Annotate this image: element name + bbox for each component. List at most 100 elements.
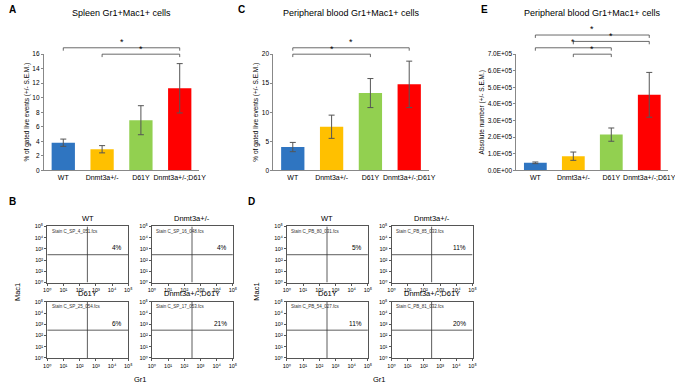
svg-text:10⁴: 10⁴ — [35, 310, 44, 316]
svg-text:10⁰: 10⁰ — [35, 279, 44, 285]
svg-text:10²: 10² — [379, 257, 387, 263]
svg-text:5: 5 — [265, 138, 269, 145]
svg-text:5%: 5% — [352, 244, 362, 251]
svg-text:E: E — [481, 4, 488, 15]
svg-text:10⁴: 10⁴ — [139, 235, 148, 241]
svg-text:Dnmt3a+/-: Dnmt3a+/- — [414, 214, 450, 223]
svg-text:% of gated live events (+/- S.: % of gated live events (+/- S.E.M.) — [252, 63, 260, 162]
svg-text:WT: WT — [58, 174, 70, 181]
svg-text:Stain C_SP_16_048.fcs: Stain C_SP_16_048.fcs — [156, 229, 205, 234]
svg-text:10¹: 10¹ — [379, 344, 387, 350]
svg-text:10⁵: 10⁵ — [274, 223, 282, 229]
svg-text:10⁰: 10⁰ — [379, 355, 388, 361]
svg-text:2: 2 — [36, 152, 40, 159]
svg-text:14: 14 — [32, 65, 40, 72]
svg-text:*: * — [349, 37, 353, 47]
svg-text:D: D — [248, 196, 255, 207]
svg-text:10⁰: 10⁰ — [139, 355, 148, 361]
svg-text:*: * — [139, 44, 143, 54]
svg-text:Absolute number (+/- S.E.M.): Absolute number (+/- S.E.M.) — [478, 70, 486, 154]
svg-text:WT: WT — [530, 174, 542, 181]
svg-text:10¹: 10¹ — [164, 287, 172, 293]
svg-text:10⁴: 10⁴ — [347, 363, 356, 369]
svg-text:*: * — [120, 37, 124, 47]
svg-text:10³: 10³ — [436, 363, 444, 369]
svg-text:10⁰: 10⁰ — [148, 363, 157, 369]
svg-text:10⁰: 10⁰ — [387, 287, 396, 293]
svg-text:10³: 10³ — [379, 246, 387, 252]
svg-text:10⁴: 10⁴ — [274, 310, 283, 316]
svg-text:4%: 4% — [112, 244, 122, 251]
svg-text:10⁵: 10⁵ — [35, 223, 43, 229]
svg-text:10⁴: 10⁴ — [139, 310, 148, 316]
svg-text:10⁴: 10⁴ — [452, 363, 461, 369]
svg-text:10⁵: 10⁵ — [124, 287, 132, 293]
svg-text:10⁰: 10⁰ — [35, 355, 44, 361]
svg-text:10³: 10³ — [92, 363, 100, 369]
svg-text:10⁵: 10⁵ — [379, 223, 387, 229]
svg-text:10⁴: 10⁴ — [108, 363, 117, 369]
svg-text:10²: 10² — [76, 363, 84, 369]
svg-text:10²: 10² — [180, 363, 188, 369]
svg-text:15: 15 — [262, 79, 270, 86]
svg-text:10²: 10² — [275, 332, 283, 338]
svg-text:11%: 11% — [453, 244, 466, 251]
svg-text:10³: 10³ — [92, 287, 100, 293]
svg-text:10¹: 10¹ — [299, 287, 307, 293]
svg-text:10⁴: 10⁴ — [35, 235, 44, 241]
svg-text:10⁴: 10⁴ — [379, 235, 388, 241]
svg-text:10³: 10³ — [140, 321, 148, 327]
svg-text:10²: 10² — [275, 257, 283, 263]
svg-text:10²: 10² — [180, 287, 188, 293]
svg-text:10⁵: 10⁵ — [229, 363, 237, 369]
svg-text:10¹: 10¹ — [275, 344, 283, 350]
svg-text:Dnmt3a+/-: Dnmt3a+/- — [557, 174, 591, 181]
svg-text:WT: WT — [321, 214, 333, 223]
svg-text:10¹: 10¹ — [140, 344, 148, 350]
svg-text:10²: 10² — [315, 287, 323, 293]
svg-text:10⁰: 10⁰ — [283, 363, 292, 369]
svg-text:10⁰: 10⁰ — [387, 363, 396, 369]
svg-text:Dnmt3a+/-;D61Y: Dnmt3a+/-;D61Y — [404, 289, 460, 298]
svg-text:D61Y: D61Y — [362, 174, 380, 181]
svg-text:Gr1: Gr1 — [373, 375, 386, 384]
svg-text:Peripheral blood Gr1+Mac1+ cel: Peripheral blood Gr1+Mac1+ cells — [524, 8, 661, 18]
svg-text:Peripheral blood Gr1+Mac1+ cel: Peripheral blood Gr1+Mac1+ cells — [283, 8, 420, 18]
svg-text:10¹: 10¹ — [404, 363, 412, 369]
svg-text:Dnmt3a+/-;D61Y: Dnmt3a+/-;D61Y — [383, 174, 436, 181]
svg-text:Dnmt3a+/-;D61Y: Dnmt3a+/-;D61Y — [164, 289, 220, 298]
svg-text:10⁰: 10⁰ — [43, 363, 52, 369]
svg-text:WT: WT — [287, 174, 299, 181]
svg-text:10³: 10³ — [35, 321, 43, 327]
svg-text:10⁵: 10⁵ — [468, 287, 476, 293]
svg-text:10⁴: 10⁴ — [452, 287, 461, 293]
svg-text:10⁵: 10⁵ — [139, 299, 147, 305]
svg-text:12: 12 — [32, 79, 40, 86]
svg-text:Dnmt3a+/-;D61Y: Dnmt3a+/-;D61Y — [623, 174, 675, 181]
svg-text:*: * — [330, 44, 334, 54]
svg-text:10⁰: 10⁰ — [379, 279, 388, 285]
svg-text:0.0E+00: 0.0E+00 — [488, 167, 513, 174]
svg-text:10³: 10³ — [196, 363, 204, 369]
svg-text:*: * — [590, 44, 594, 54]
svg-text:4%: 4% — [217, 244, 227, 251]
svg-text:WT: WT — [82, 214, 94, 223]
svg-text:10: 10 — [262, 109, 270, 116]
svg-text:10⁰: 10⁰ — [274, 279, 283, 285]
svg-text:10³: 10³ — [35, 246, 43, 252]
svg-text:10²: 10² — [420, 287, 428, 293]
svg-text:5.0E+05: 5.0E+05 — [488, 84, 513, 91]
svg-text:10³: 10³ — [436, 287, 444, 293]
svg-text:10¹: 10¹ — [404, 287, 412, 293]
svg-text:10¹: 10¹ — [59, 287, 67, 293]
svg-text:6.0E+05: 6.0E+05 — [488, 67, 513, 74]
svg-text:Dnmt3a+/-;D61Y: Dnmt3a+/-;D61Y — [154, 174, 207, 181]
svg-text:10⁴: 10⁴ — [212, 287, 221, 293]
svg-text:10⁵: 10⁵ — [379, 299, 387, 305]
svg-text:Stain C_PB_54_027.fcs: Stain C_PB_54_027.fcs — [291, 304, 340, 309]
svg-text:6: 6 — [36, 123, 40, 130]
svg-text:10¹: 10¹ — [164, 363, 172, 369]
svg-text:10⁴: 10⁴ — [274, 235, 283, 241]
svg-text:10¹: 10¹ — [299, 363, 307, 369]
svg-text:10⁵: 10⁵ — [364, 287, 372, 293]
